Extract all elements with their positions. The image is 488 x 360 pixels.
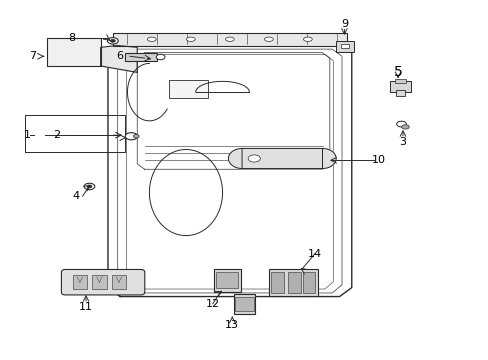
- Bar: [111, 275, 126, 289]
- Ellipse shape: [84, 183, 95, 190]
- Bar: [303, 272, 315, 293]
- Text: 14: 14: [307, 248, 322, 258]
- Text: 3: 3: [399, 138, 406, 147]
- Bar: [47, 39, 101, 66]
- Ellipse shape: [401, 125, 408, 129]
- Polygon shape: [228, 148, 335, 168]
- Bar: [168, 80, 207, 98]
- Bar: [394, 79, 406, 83]
- Ellipse shape: [87, 185, 92, 188]
- Bar: [288, 272, 300, 293]
- Bar: [235, 297, 253, 311]
- Bar: [335, 41, 353, 52]
- Polygon shape: [101, 45, 137, 72]
- Ellipse shape: [396, 121, 406, 127]
- Text: 2: 2: [53, 130, 60, 140]
- Text: 6: 6: [117, 51, 123, 61]
- Text: 4: 4: [73, 191, 80, 201]
- Bar: [268, 269, 317, 296]
- Text: 12: 12: [205, 299, 220, 309]
- Ellipse shape: [303, 37, 312, 41]
- Text: 11: 11: [79, 302, 93, 312]
- Ellipse shape: [225, 37, 234, 41]
- Ellipse shape: [247, 155, 260, 162]
- Text: 8: 8: [68, 33, 75, 43]
- Ellipse shape: [147, 37, 156, 41]
- Text: 13: 13: [225, 320, 239, 330]
- Ellipse shape: [110, 40, 115, 42]
- Ellipse shape: [264, 37, 273, 41]
- Bar: [214, 269, 241, 292]
- Ellipse shape: [156, 54, 164, 60]
- Ellipse shape: [125, 133, 137, 140]
- Text: 1: 1: [24, 130, 31, 140]
- Text: 10: 10: [371, 155, 385, 165]
- FancyBboxPatch shape: [61, 270, 144, 295]
- Bar: [271, 272, 283, 293]
- Ellipse shape: [133, 134, 139, 138]
- Bar: [92, 275, 106, 289]
- Text: 7: 7: [29, 51, 36, 61]
- Bar: [233, 294, 255, 314]
- Text: 9: 9: [340, 19, 347, 29]
- Bar: [395, 90, 405, 96]
- Text: 5: 5: [393, 66, 402, 80]
- Bar: [389, 81, 410, 92]
- Bar: [125, 53, 157, 60]
- Ellipse shape: [186, 37, 195, 41]
- Bar: [216, 273, 238, 288]
- Bar: [73, 275, 87, 289]
- Bar: [340, 44, 348, 48]
- Bar: [113, 33, 346, 45]
- Ellipse shape: [107, 38, 118, 44]
